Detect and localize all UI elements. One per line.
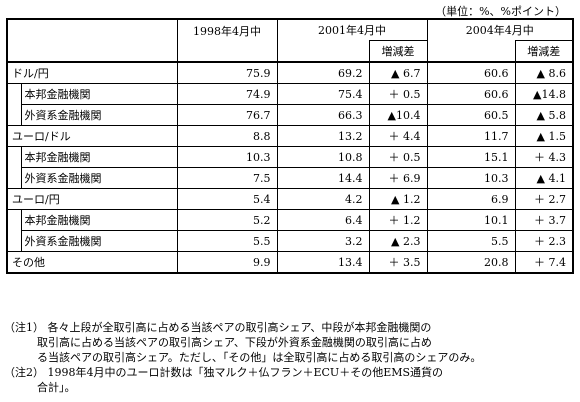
- cell-2004: 6.9: [426, 188, 516, 210]
- cell-2001: 75.4: [276, 83, 370, 105]
- row-label: ユーロ/円: [6, 188, 178, 210]
- cell-2004-change: ＋ 7.4: [514, 251, 574, 274]
- indent-cell: [6, 209, 22, 231]
- cell-2001-change: ＋ 0.5: [368, 146, 428, 168]
- indent-cell: [6, 167, 22, 189]
- cell-2004-change: ＋ 2.3: [514, 230, 574, 252]
- cell-2001-change: ＋ 1.2: [368, 209, 428, 231]
- footnote-line: （注2） 1998年4月中のユーロ計数は「独マルク＋仏フラン＋ECU＋その他EM…: [4, 366, 444, 379]
- cell-2001-change: ▲ 2.3: [368, 230, 428, 252]
- table-row: 本邦金融機関 5.2 6.4 ＋ 1.2 10.1 ＋ 3.7: [6, 209, 574, 231]
- row-label: 外資系金融機関: [20, 104, 178, 126]
- header-2004-change: 増減差: [514, 40, 574, 63]
- cell-2004-change: ▲ 5.8: [514, 104, 574, 126]
- indent-cell: [6, 104, 22, 126]
- cell-2001: 13.2: [276, 125, 370, 147]
- header-corner: [6, 18, 178, 63]
- cell-1998: 9.9: [176, 251, 278, 274]
- cell-1998: 5.4: [176, 188, 278, 210]
- cell-2001-change: ▲ 6.7: [368, 61, 428, 84]
- indent-cell: [6, 146, 22, 168]
- cell-1998: 74.9: [176, 83, 278, 105]
- cell-2001: 3.2: [276, 230, 370, 252]
- unit-note: （単位：%、%ポイント）: [435, 5, 566, 18]
- fx-share-table: 1998年4月中 2001年4月中 2004年4月中 増減差 増減差 ドル/円 …: [6, 18, 574, 274]
- row-label: 本邦金融機関: [20, 146, 178, 168]
- cell-2004: 11.7: [426, 125, 516, 147]
- table-row: 外資系金融機関 76.7 66.3 ▲10.4 60.5 ▲ 5.8: [6, 104, 574, 126]
- cell-2001: 4.2: [276, 188, 370, 210]
- cell-1998: 8.8: [176, 125, 278, 147]
- cell-2004: 60.6: [426, 83, 516, 105]
- cell-2004-change: ▲ 8.6: [514, 61, 574, 84]
- indent-cell: [6, 230, 22, 252]
- header-2004-blank: [426, 40, 516, 63]
- row-label: 本邦金融機関: [20, 83, 178, 105]
- footnote-line: 合計」。: [4, 381, 76, 394]
- cell-2004-change: ▲ 1.5: [514, 125, 574, 147]
- table-row: 外資系金融機関 5.5 3.2 ▲ 2.3 5.5 ＋ 2.3: [6, 230, 574, 252]
- cell-2004: 60.6: [426, 61, 516, 84]
- row-label: 外資系金融機関: [20, 167, 178, 189]
- cell-2004: 10.1: [426, 209, 516, 231]
- cell-2004-change: ＋ 4.3: [514, 146, 574, 168]
- cell-2004: 10.3: [426, 167, 516, 189]
- row-label: ドル/円: [6, 61, 178, 84]
- header-1998: 1998年4月中: [176, 18, 278, 63]
- cell-2004-change: ▲ 4.1: [514, 167, 574, 189]
- cell-2004: 5.5: [426, 230, 516, 252]
- cell-2001-change: ＋ 4.4: [368, 125, 428, 147]
- cell-2001: 69.2: [276, 61, 370, 84]
- cell-2001: 6.4: [276, 209, 370, 231]
- cell-1998: 7.5: [176, 167, 278, 189]
- cell-2004: 15.1: [426, 146, 516, 168]
- cell-2004-change: ＋ 3.7: [514, 209, 574, 231]
- header-2001: 2001年4月中: [276, 18, 428, 41]
- cell-2004: 60.5: [426, 104, 516, 126]
- table-row: 本邦金融機関 74.9 75.4 ＋ 0.5 60.6 ▲14.8: [6, 83, 574, 105]
- table-row: ユーロ/円 5.4 4.2 ▲ 1.2 6.9 ＋ 2.7: [6, 188, 574, 210]
- table-row: 外資系金融機関 7.5 14.4 ＋ 6.9 10.3 ▲ 4.1: [6, 167, 574, 189]
- footnote-line: （注1） 各々上段が全取引高に占める当該ペアの取引高シェア、中段が本邦金融機関の: [4, 321, 432, 334]
- cell-2004-change: ▲14.8: [514, 83, 574, 105]
- cell-2001-change: ▲ 1.2: [368, 188, 428, 210]
- header-2004: 2004年4月中: [426, 18, 574, 41]
- cell-1998: 5.2: [176, 209, 278, 231]
- cell-2001-change: ＋ 3.5: [368, 251, 428, 274]
- cell-2001: 66.3: [276, 104, 370, 126]
- row-label: 外資系金融機関: [20, 230, 178, 252]
- cell-2001-change: ＋ 0.5: [368, 83, 428, 105]
- row-label: 本邦金融機関: [20, 209, 178, 231]
- cell-2001-change: ▲10.4: [368, 104, 428, 126]
- cell-2001: 13.4: [276, 251, 370, 274]
- indent-cell: [6, 83, 22, 105]
- cell-2001-change: ＋ 6.9: [368, 167, 428, 189]
- cell-1998: 10.3: [176, 146, 278, 168]
- header-2001-change: 増減差: [368, 40, 428, 63]
- header-2001-blank: [276, 40, 370, 63]
- footnote-line: 取引高に占める当該ペアの取引高シェア、下段が外資系金融機関の取引高に占め: [4, 336, 432, 349]
- row-label: その他: [6, 251, 178, 274]
- footnote-line: る当該ペアの取引高シェア。ただし、「その他」は全取引高に占める取引高のシェアのみ…: [4, 351, 482, 364]
- cell-2004: 20.8: [426, 251, 516, 274]
- cell-2001: 10.8: [276, 146, 370, 168]
- footnotes: （注1） 各々上段が全取引高に占める当該ペアの取引高シェア、中段が本邦金融機関の…: [4, 320, 481, 395]
- table-row: その他 9.9 13.4 ＋ 3.5 20.8 ＋ 7.4: [6, 251, 574, 274]
- table-row: 本邦金融機関 10.3 10.8 ＋ 0.5 15.1 ＋ 4.3: [6, 146, 574, 168]
- cell-1998: 5.5: [176, 230, 278, 252]
- row-label: ユーロ/ドル: [6, 125, 178, 147]
- table-row: ユーロ/ドル 8.8 13.2 ＋ 4.4 11.7 ▲ 1.5: [6, 125, 574, 147]
- table-row: ドル/円 75.9 69.2 ▲ 6.7 60.6 ▲ 8.6: [6, 61, 574, 84]
- cell-1998: 76.7: [176, 104, 278, 126]
- cell-1998: 75.9: [176, 61, 278, 84]
- cell-2004-change: ＋ 2.7: [514, 188, 574, 210]
- cell-2001: 14.4: [276, 167, 370, 189]
